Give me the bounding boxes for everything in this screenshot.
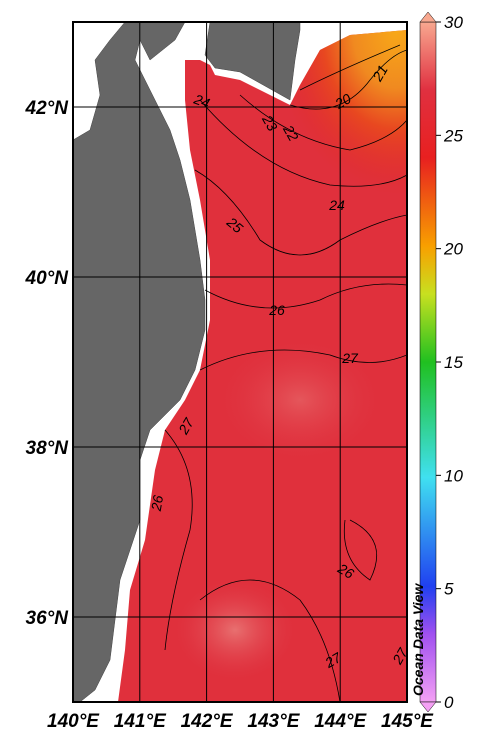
colorbar-label: 0 xyxy=(444,693,454,712)
colorbar-label: 10 xyxy=(444,466,463,485)
contour-label: 26 xyxy=(268,302,285,318)
contour-label: 27 xyxy=(341,350,359,366)
colorbar-label: 15 xyxy=(444,353,463,372)
contour-label: 20 xyxy=(331,90,354,112)
x-tick-label: 142°E xyxy=(181,711,234,732)
y-tick-label: 42°N xyxy=(25,98,70,119)
contour-label: 24 xyxy=(191,90,212,111)
colorbar-label: 5 xyxy=(444,580,454,599)
contour-label: 27 xyxy=(389,644,412,667)
contours xyxy=(164,44,407,702)
land xyxy=(73,22,206,702)
colorbar-arrow xyxy=(419,701,437,713)
x-tick-label: 143°E xyxy=(247,711,300,732)
contour-label: 22 xyxy=(280,121,302,144)
contour-label: 21 xyxy=(369,62,391,84)
y-tick-label: 36°N xyxy=(26,608,70,629)
colorbar-label: 25 xyxy=(443,126,463,145)
y-tick-label: 40°N xyxy=(25,268,70,289)
x-tick-label: 144°E xyxy=(314,711,367,732)
contour-label: 26 xyxy=(148,494,167,513)
x-tick-label: 140°E xyxy=(47,711,100,732)
watermark: Ocean Data View xyxy=(410,583,426,696)
land xyxy=(204,22,301,101)
x-tick-label: 145°E xyxy=(381,711,434,732)
contour-label: 23 xyxy=(259,111,281,134)
map-frame xyxy=(72,21,408,703)
colorbar-label: 30 xyxy=(444,13,463,32)
contour-label: 24 xyxy=(328,197,345,213)
y-tick-label: 38°N xyxy=(26,438,70,459)
colorbar-arrow xyxy=(419,11,437,23)
x-tick-label: 141°E xyxy=(114,711,167,732)
contour-label: 26 xyxy=(334,560,357,582)
colorbar-label: 20 xyxy=(443,240,463,259)
